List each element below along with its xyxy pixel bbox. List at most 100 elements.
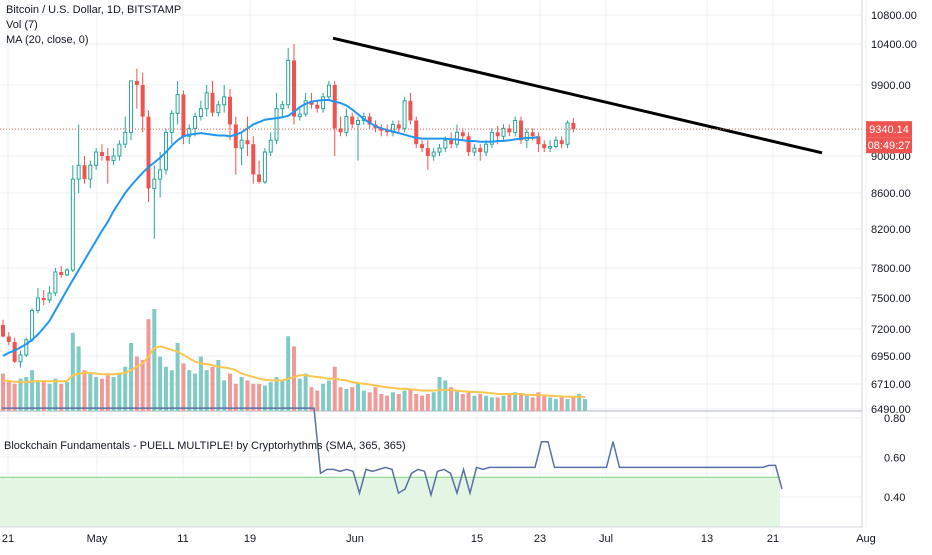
volume-bar: [82, 370, 87, 411]
candle-body: [245, 140, 250, 145]
puell-tick-label: 0.60: [884, 453, 905, 465]
candle-body: [193, 116, 198, 129]
price-tick-label: 6950.00: [871, 351, 911, 363]
volume-bar: [245, 380, 250, 411]
volume-bar: [507, 394, 512, 411]
volume-bar: [210, 366, 215, 411]
candle-body: [140, 85, 145, 117]
candle: [123, 116, 128, 149]
candle-body: [181, 94, 186, 137]
time-tick-label: 11: [177, 533, 188, 545]
time-tick-label: 21: [2, 533, 14, 545]
candle-body: [117, 143, 122, 157]
candle: [454, 124, 459, 149]
volume-bar: [390, 392, 395, 411]
volume-bar: [356, 383, 361, 411]
candle-body: [536, 136, 541, 145]
candle: [35, 288, 40, 314]
candle: [204, 85, 209, 117]
volume-bar: [501, 395, 506, 411]
candle-body: [169, 112, 174, 133]
candle: [466, 132, 471, 156]
candle-body: [530, 132, 535, 137]
volume-bar: [111, 377, 116, 411]
candle: [175, 80, 180, 125]
puell-line: [2, 407, 783, 498]
time-tick-label: 15: [471, 533, 483, 545]
candle-body: [367, 116, 372, 125]
volume-bar: [198, 356, 203, 411]
volume-bar: [286, 336, 291, 411]
candle: [431, 148, 436, 161]
candle: [181, 90, 186, 145]
volume-bar: [6, 380, 11, 411]
time-tick-label: 21: [767, 533, 779, 545]
candle-body: [286, 59, 291, 106]
indicator-title: Blockchain Fundamentals - PUELL MULTIPLE…: [4, 440, 406, 452]
candle-body: [408, 100, 413, 121]
puell-threshold-zone: [0, 410, 862, 527]
candle-body: [489, 131, 494, 145]
volume-bar: [344, 388, 349, 411]
volume-bar: [524, 395, 529, 411]
candle-body: [420, 144, 425, 149]
candle-body: [239, 139, 244, 149]
candle-body: [175, 93, 180, 114]
candle-body: [99, 152, 104, 156]
volume-bar: [553, 399, 558, 411]
candle: [344, 108, 349, 137]
volume-bar: [309, 387, 314, 411]
candle: [518, 116, 523, 145]
volume-bar: [373, 387, 378, 411]
candle: [222, 85, 227, 113]
candle: [262, 148, 267, 184]
volume-bar: [257, 383, 262, 411]
candle-body: [321, 96, 326, 110]
volume-bar: [338, 387, 343, 411]
volume-bar: [65, 382, 70, 411]
candle-body: [82, 165, 87, 180]
volume-bar: [216, 360, 221, 411]
candle-body: [344, 116, 349, 133]
candle-body: [326, 84, 331, 98]
candle-body: [187, 127, 192, 137]
candle-body: [472, 147, 477, 153]
candle-body: [70, 178, 75, 271]
candle: [41, 290, 46, 306]
candle-body: [524, 131, 529, 141]
volume-bar: [140, 360, 145, 411]
candle: [408, 92, 413, 125]
ma-line: [2, 99, 539, 357]
volume-bar: [530, 397, 535, 411]
price-tick-label: 8600.00: [871, 188, 911, 200]
symbol-title: Bitcoin / U.S. Dollar, 1D, BITSTAMP: [6, 4, 182, 16]
candle: [390, 120, 395, 137]
candle-body: [518, 120, 523, 141]
candle-body: [431, 151, 436, 157]
candle: [6, 332, 11, 346]
candle: [280, 100, 285, 117]
volume-bar: [70, 332, 75, 411]
candle-body: [460, 132, 465, 137]
candle-body: [233, 124, 238, 149]
price-tick-label: 10400.00: [871, 39, 917, 51]
volume-bar: [431, 392, 436, 411]
volume-bars: [1, 309, 587, 411]
candle: [472, 144, 477, 156]
volume-bar: [425, 394, 430, 411]
volume-bar: [518, 394, 523, 411]
volume-bar: [559, 397, 564, 411]
trendline-path: [332, 36, 823, 155]
candle: [227, 88, 232, 141]
candle-body: [227, 96, 232, 125]
volume-bar: [187, 370, 192, 411]
volume-bar: [222, 380, 227, 411]
candle: [105, 148, 110, 184]
price-tick-label: 7800.00: [871, 263, 911, 275]
volume-bar: [454, 390, 459, 411]
volume-bar: [105, 375, 110, 411]
candle-body: [507, 128, 512, 133]
volume-bar: [548, 397, 553, 411]
